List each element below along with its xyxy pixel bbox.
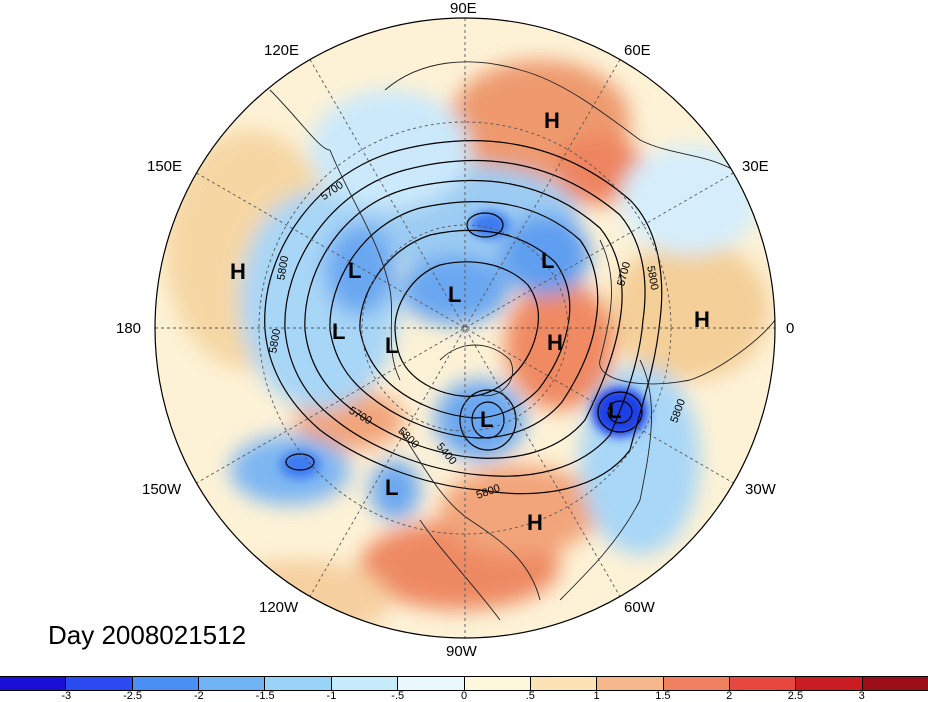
pressure-center-low: L [385,333,399,358]
lon-label-30e: 30E [742,158,769,175]
pressure-center-low: L [385,475,399,500]
pressure-center-high: H [527,510,543,535]
colorbar-tick-label: -3 [61,690,72,702]
lon-label-60e: 60E [624,42,651,59]
colorbar-box [862,677,928,690]
colorbar-box [0,677,67,690]
lon-label-180: 180 [116,320,142,337]
anomaly-field [155,18,775,638]
colorbar-box [66,677,133,690]
colorbar-tick-label: -2 [193,690,204,702]
lon-label-120e: 120E [264,42,300,59]
colorbar-box [398,677,465,690]
lon-label-90w: 90W [446,643,477,660]
lon-label-150e: 150E [147,158,183,175]
colorbar-box [199,677,266,690]
colorbar-tick-label: 1.5 [655,690,671,702]
colorbar-tick-label: 3 [858,690,865,702]
lon-label-0: 0 [786,320,795,337]
colorbar [0,676,928,691]
colorbar-tick-label: -1 [326,690,337,702]
colorbar-box [331,677,399,690]
colorbar-tick-label: -1.5 [255,690,275,702]
pressure-center-high: H [547,330,563,355]
colorbar-box [530,677,598,690]
colorbar-tick-label: 2.5 [787,690,804,702]
pressure-center-low: L [448,282,462,307]
day-title: Day 2008021512 [48,620,247,650]
colorbar-tick-label: 1 [593,690,600,702]
graticule [155,18,775,638]
pressure-center-high: H [694,307,710,332]
colorbar-tick-label: -2.5 [123,690,143,702]
colorbar-box [464,677,531,690]
colorbar-box [796,677,863,690]
lon-label-120w: 120W [259,599,299,616]
lon-label-90e: 90E [450,0,477,17]
lon-label-30w: 30W [745,481,776,498]
pressure-center-low: L [332,319,346,344]
colorbar-box [597,677,664,690]
lon-label-150w: 150W [142,481,182,498]
pressure-center-low: L [608,398,622,423]
pressure-center-high: H [230,259,246,284]
colorbar-tick-label: -.5 [391,690,405,702]
pressure-center-low: L [348,258,362,283]
colorbar-tick-label: .5 [525,690,535,702]
colorbar-box [663,677,730,690]
pressure-center-low: L [541,248,555,273]
colorbar-tick-label: 2 [726,690,733,702]
colorbar-box [729,677,797,690]
pressure-center-low: L [480,407,494,432]
colorbar-box [132,677,200,690]
map-boundary [154,17,776,639]
pressure-center-high: H [544,108,560,133]
colorbar-box [265,677,332,690]
lon-label-60w: 60W [624,599,655,616]
colorbar-tick-label: 0 [460,690,468,702]
